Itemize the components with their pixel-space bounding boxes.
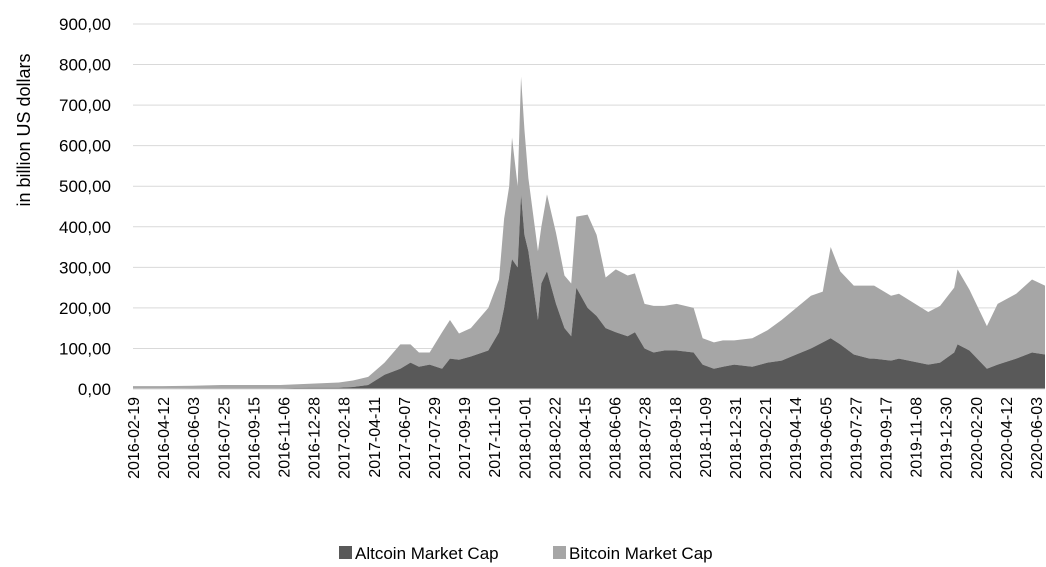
x-tick-label-23: 2019-06-05 bbox=[818, 397, 835, 479]
legend-label-bitcoin: Bitcoin Market Cap bbox=[569, 544, 713, 563]
y-tick-label-8: 800,00 bbox=[59, 56, 111, 75]
x-tick-label-27: 2019-12-30 bbox=[939, 397, 956, 479]
legend: Altcoin Market Cap Bitcoin Market Cap bbox=[339, 544, 713, 563]
x-tick-label-0: 2016-02-19 bbox=[126, 397, 143, 479]
legend-item-altcoin[interactable]: Altcoin Market Cap bbox=[339, 544, 499, 563]
area-series bbox=[133, 76, 1045, 390]
y-tick-label-9: 900,00 bbox=[59, 15, 111, 34]
x-tick-label-12: 2017-11-10 bbox=[487, 397, 504, 478]
legend-item-bitcoin[interactable]: Bitcoin Market Cap bbox=[553, 544, 713, 563]
x-tick-label-22: 2019-04-14 bbox=[788, 397, 805, 479]
x-tick-label-9: 2017-06-07 bbox=[397, 397, 414, 479]
y-tick-label-5: 500,00 bbox=[59, 177, 111, 196]
x-tick-label-28: 2020-02-20 bbox=[969, 397, 986, 479]
x-tick-label-3: 2016-07-25 bbox=[216, 397, 233, 479]
x-tick-label-2: 2016-06-03 bbox=[186, 397, 203, 479]
x-tick-label-21: 2019-02-21 bbox=[758, 397, 775, 479]
x-tick-label-6: 2016-12-28 bbox=[307, 397, 324, 479]
x-tick-label-29: 2020-04-12 bbox=[999, 397, 1016, 479]
x-tick-label-26: 2019-11-08 bbox=[909, 397, 926, 478]
series-area-altcoin-market-cap bbox=[133, 194, 1045, 389]
x-tick-label-7: 2017-02-18 bbox=[337, 397, 354, 479]
x-tick-label-19: 2018-11-09 bbox=[698, 397, 715, 478]
y-axis-ticks: 0,00 100,00 200,00 300,00 400,00 500,00 600,00… bbox=[59, 15, 111, 399]
x-tick-label-1: 2016-04-12 bbox=[156, 397, 173, 479]
x-tick-label-4: 2016-09-15 bbox=[246, 397, 263, 479]
x-tick-label-24: 2019-07-27 bbox=[848, 397, 865, 479]
series-area-bitcoin-market-cap bbox=[133, 76, 1045, 389]
y-tick-label-0: 0,00 bbox=[78, 380, 111, 399]
x-tick-label-8: 2017-04-11 bbox=[367, 397, 384, 478]
y-tick-label-6: 600,00 bbox=[59, 137, 111, 156]
legend-swatch-altcoin bbox=[339, 546, 352, 559]
x-tick-label-25: 2019-09-17 bbox=[879, 397, 896, 479]
y-tick-label-3: 300,00 bbox=[59, 258, 111, 277]
x-tick-label-13: 2018-01-01 bbox=[517, 397, 534, 479]
x-tick-label-11: 2017-09-19 bbox=[457, 397, 474, 479]
x-tick-label-10: 2017-07-29 bbox=[427, 397, 444, 479]
legend-swatch-bitcoin bbox=[553, 546, 566, 559]
x-axis-ticks: 2016-02-19 2016-04-12 2016-06-03 2016-07-25… bbox=[126, 397, 1046, 479]
legend-label-altcoin: Altcoin Market Cap bbox=[355, 544, 499, 563]
y-tick-label-2: 200,00 bbox=[59, 299, 111, 318]
x-tick-label-17: 2018-07-28 bbox=[638, 397, 655, 479]
y-tick-label-7: 700,00 bbox=[59, 96, 111, 115]
x-tick-label-20: 2018-12-31 bbox=[728, 397, 745, 479]
y-tick-label-1: 100,00 bbox=[59, 339, 111, 358]
y-axis-label: in billion US dollars bbox=[14, 53, 34, 206]
y-tick-label-4: 400,00 bbox=[59, 218, 111, 237]
x-tick-label-30: 2020-06-03 bbox=[1029, 397, 1046, 479]
x-tick-label-5: 2016-11-06 bbox=[277, 397, 294, 478]
x-tick-label-15: 2018-04-15 bbox=[578, 397, 595, 479]
x-tick-label-14: 2018-02-22 bbox=[547, 397, 564, 479]
x-tick-label-16: 2018-06-06 bbox=[608, 397, 625, 479]
x-tick-label-18: 2018-09-18 bbox=[668, 397, 685, 479]
